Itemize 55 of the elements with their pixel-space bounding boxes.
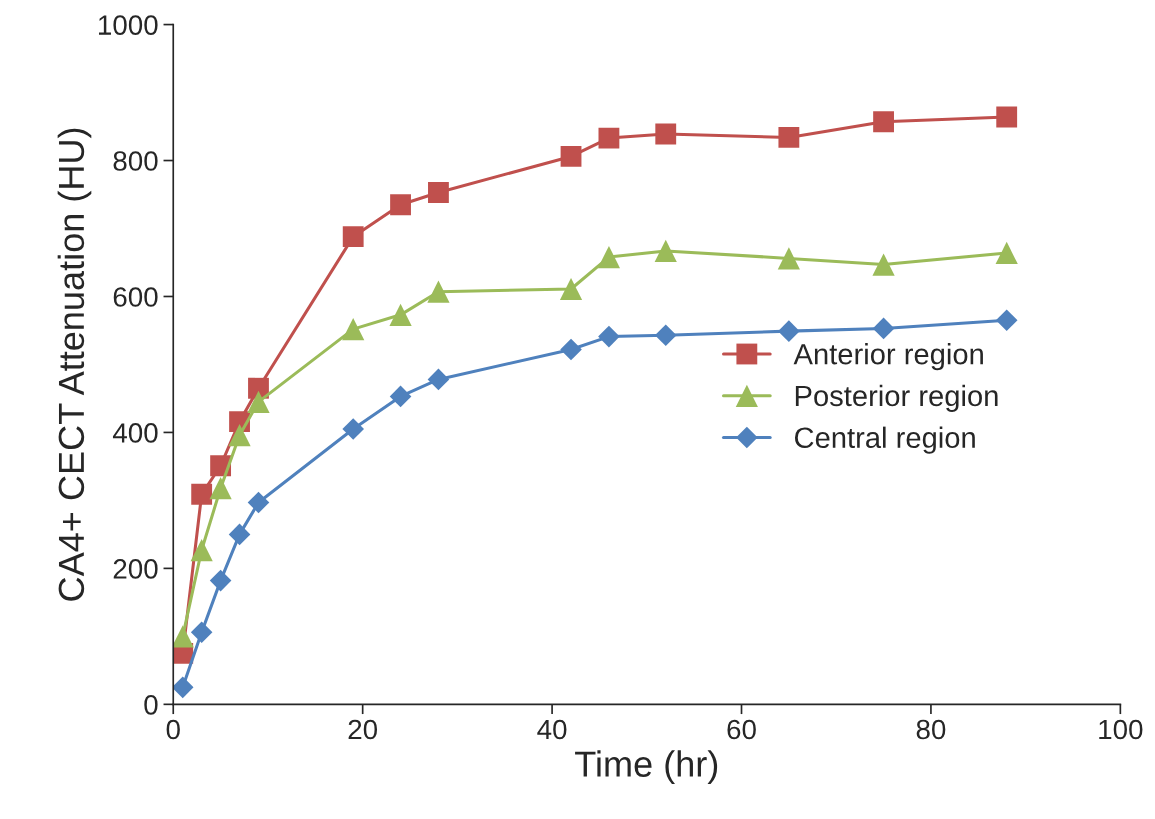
point: [342, 418, 364, 440]
y-tick-label: 600: [113, 287, 158, 307]
point: [560, 146, 582, 167]
point: [209, 569, 232, 592]
point: [389, 303, 412, 326]
point: [598, 127, 620, 149]
point: [228, 523, 251, 546]
point: [598, 325, 620, 348]
point: [560, 338, 582, 361]
y-tick-label: 800: [113, 151, 158, 171]
point: [428, 182, 449, 203]
point: [191, 483, 213, 505]
x-tick-label: 0: [166, 719, 180, 740]
y-tick-label: 200: [113, 559, 158, 579]
point: [995, 241, 1018, 265]
point: [654, 324, 677, 347]
y-tick-label: 0: [144, 695, 158, 715]
x-tick-label: 60: [727, 719, 756, 740]
x-axis-title: Time (hr): [575, 750, 718, 785]
point: [389, 385, 412, 408]
y-tick-label: 400: [112, 423, 158, 443]
point: [872, 253, 895, 276]
point: [872, 317, 895, 340]
point: [190, 538, 213, 562]
point: [995, 309, 1018, 332]
y-axis-title: CA4+ CECT Attenuation (HU): [57, 128, 92, 601]
x-tick-label: 20: [348, 719, 378, 740]
legend-label: Posterior region: [795, 384, 998, 413]
point: [559, 277, 583, 301]
legend-label: Anterior region: [793, 343, 983, 371]
point: [342, 226, 364, 248]
point: [173, 676, 194, 699]
point: [342, 318, 365, 341]
point: [427, 368, 450, 391]
point: [390, 194, 411, 216]
point: [427, 280, 450, 303]
point: [173, 625, 194, 648]
point: [777, 247, 800, 270]
point: [778, 127, 800, 148]
point: [209, 477, 232, 500]
point: [597, 245, 621, 269]
y-tick-label: 1000: [99, 15, 158, 35]
point: [778, 320, 800, 342]
point: [654, 239, 677, 263]
point: [655, 123, 677, 145]
point: [228, 424, 251, 447]
point: [247, 491, 270, 514]
point: [190, 621, 213, 644]
point: [873, 111, 894, 133]
x-tick-label: 100: [1099, 719, 1143, 740]
point: [996, 106, 1018, 128]
legend-label: Central region: [795, 426, 975, 454]
x-tick-label: 40: [537, 719, 567, 740]
point: [247, 390, 270, 413]
x-tick-label: 80: [916, 719, 946, 740]
